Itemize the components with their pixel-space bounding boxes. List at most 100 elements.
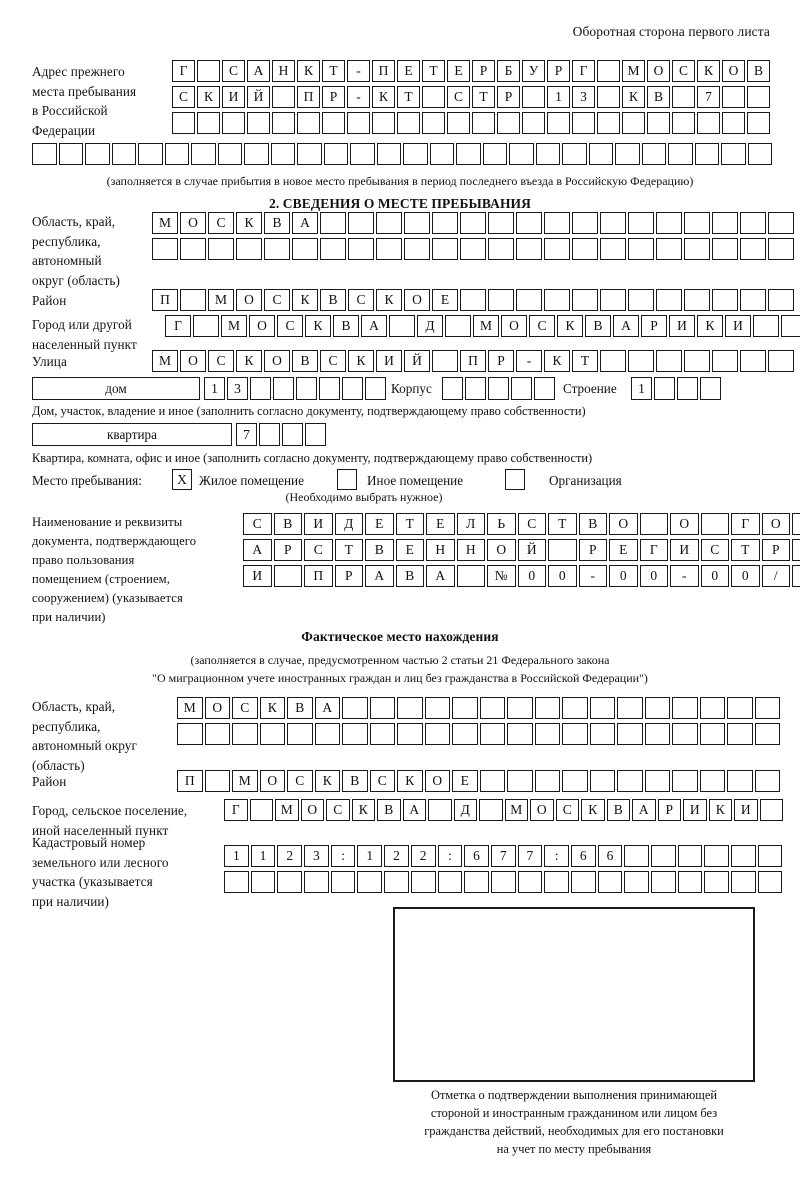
cell[interactable]: И: [222, 86, 245, 108]
cell[interactable]: Р: [334, 565, 363, 587]
cell[interactable]: [259, 723, 285, 745]
cell[interactable]: К: [697, 315, 723, 337]
cell[interactable]: О: [204, 697, 230, 719]
cell[interactable]: [656, 212, 682, 234]
cell[interactable]: [428, 799, 452, 821]
cell[interactable]: [700, 377, 721, 400]
cell[interactable]: [447, 112, 470, 134]
cell[interactable]: [516, 289, 542, 311]
cell[interactable]: [272, 112, 295, 134]
cell[interactable]: [296, 377, 317, 400]
cell[interactable]: [191, 143, 216, 165]
cell[interactable]: С: [792, 513, 800, 535]
cell[interactable]: В: [342, 770, 368, 792]
cell[interactable]: [479, 723, 505, 745]
cell[interactable]: [712, 238, 738, 260]
cell[interactable]: [731, 845, 756, 867]
cell[interactable]: Н: [456, 539, 485, 561]
cell[interactable]: [534, 377, 555, 400]
cell[interactable]: [180, 238, 206, 260]
cell[interactable]: Е: [452, 770, 478, 792]
cell[interactable]: П: [152, 289, 178, 311]
cell[interactable]: [460, 212, 486, 234]
cell[interactable]: [172, 112, 195, 134]
cell[interactable]: [32, 143, 57, 165]
cell[interactable]: [624, 845, 649, 867]
cell[interactable]: -: [516, 350, 542, 372]
cell[interactable]: К: [708, 799, 732, 821]
cell[interactable]: С: [348, 289, 374, 311]
cell[interactable]: А: [402, 799, 426, 821]
cell[interactable]: [562, 697, 588, 719]
cell[interactable]: [490, 871, 516, 893]
cell[interactable]: И: [669, 315, 695, 337]
cell[interactable]: 7: [517, 845, 543, 867]
previous-address-row-3[interactable]: [172, 112, 770, 134]
cell[interactable]: [217, 143, 242, 165]
cell[interactable]: Е: [447, 60, 470, 82]
cell[interactable]: О: [487, 539, 516, 561]
cell[interactable]: [465, 377, 486, 400]
cell[interactable]: -: [670, 565, 699, 587]
cell[interactable]: К: [622, 86, 645, 108]
cell[interactable]: [600, 350, 626, 372]
cell[interactable]: В: [292, 350, 318, 372]
cell[interactable]: К: [348, 350, 374, 372]
cell[interactable]: [236, 238, 262, 260]
stroenie-cells[interactable]: 1: [631, 377, 721, 400]
cell[interactable]: А: [247, 60, 270, 82]
cell[interactable]: [193, 315, 219, 337]
cell[interactable]: М: [221, 315, 247, 337]
cell[interactable]: Е: [365, 513, 394, 535]
cell[interactable]: [747, 112, 770, 134]
cell[interactable]: [641, 143, 666, 165]
cell[interactable]: Р: [497, 86, 520, 108]
cell[interactable]: К: [351, 799, 375, 821]
cell[interactable]: [589, 723, 615, 745]
cell[interactable]: К: [297, 60, 320, 82]
cell[interactable]: [249, 799, 273, 821]
cell[interactable]: [712, 212, 738, 234]
cell[interactable]: [432, 212, 458, 234]
document-row-2[interactable]: АРСТВЕННОЙРЕГИСТРАЦИ: [243, 539, 800, 561]
korpus-cells[interactable]: [442, 377, 555, 400]
cell[interactable]: [700, 513, 729, 535]
cell[interactable]: [422, 112, 445, 134]
cell[interactable]: [534, 697, 560, 719]
cell[interactable]: [85, 143, 110, 165]
cell[interactable]: П: [372, 60, 395, 82]
cell[interactable]: 1: [547, 86, 570, 108]
cell[interactable]: С: [517, 513, 546, 535]
cell[interactable]: [656, 350, 682, 372]
cell[interactable]: С: [529, 315, 555, 337]
cell[interactable]: К: [544, 350, 570, 372]
cell[interactable]: 3: [572, 86, 595, 108]
cell[interactable]: [369, 697, 395, 719]
cell[interactable]: О: [609, 513, 638, 535]
cell[interactable]: [320, 212, 346, 234]
cell[interactable]: Г: [165, 315, 191, 337]
cell[interactable]: [376, 238, 402, 260]
cell[interactable]: 3: [227, 377, 248, 400]
cell[interactable]: [507, 697, 533, 719]
cell[interactable]: Е: [432, 289, 458, 311]
cell[interactable]: 1: [631, 377, 652, 400]
cell[interactable]: И: [243, 565, 272, 587]
cell[interactable]: 6: [597, 845, 623, 867]
cell[interactable]: М: [152, 350, 178, 372]
cell[interactable]: [562, 143, 587, 165]
cell[interactable]: М: [622, 60, 645, 82]
cell[interactable]: [376, 212, 402, 234]
cell[interactable]: /: [761, 565, 790, 587]
cell[interactable]: [588, 143, 613, 165]
cell[interactable]: [672, 86, 695, 108]
cell[interactable]: В: [747, 60, 770, 82]
cell[interactable]: С: [672, 60, 695, 82]
cell[interactable]: [452, 697, 478, 719]
cell[interactable]: Р: [761, 539, 790, 561]
cell[interactable]: Р: [488, 350, 514, 372]
cell[interactable]: [754, 723, 780, 745]
cell[interactable]: [570, 871, 596, 893]
